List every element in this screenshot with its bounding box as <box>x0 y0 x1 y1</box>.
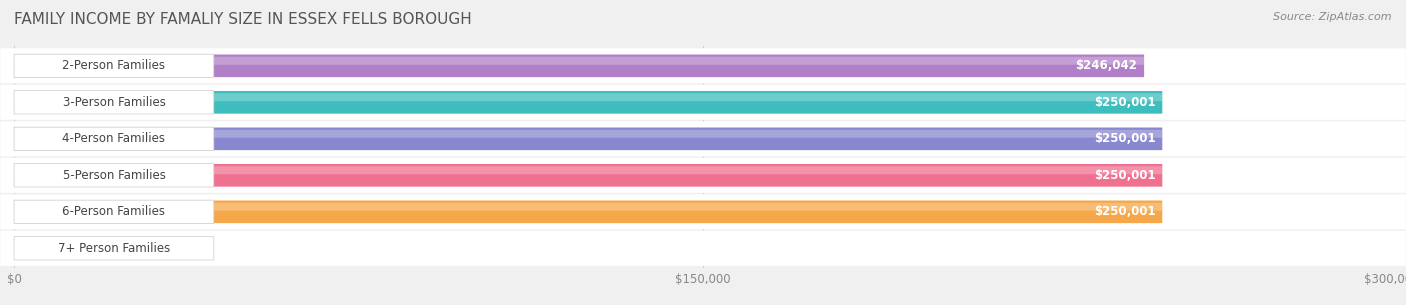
FancyBboxPatch shape <box>0 48 1406 83</box>
FancyBboxPatch shape <box>14 54 214 77</box>
Text: 6-Person Families: 6-Person Families <box>62 205 166 218</box>
Text: 4-Person Families: 4-Person Families <box>62 132 166 145</box>
Text: $250,001: $250,001 <box>1094 132 1156 145</box>
FancyBboxPatch shape <box>14 200 1163 223</box>
Text: FAMILY INCOME BY FAMALIY SIZE IN ESSEX FELLS BOROUGH: FAMILY INCOME BY FAMALIY SIZE IN ESSEX F… <box>14 12 472 27</box>
Text: $250,001: $250,001 <box>1094 169 1156 182</box>
FancyBboxPatch shape <box>14 127 1163 150</box>
Text: 7+ Person Families: 7+ Person Families <box>58 242 170 255</box>
FancyBboxPatch shape <box>14 55 1144 77</box>
FancyBboxPatch shape <box>14 91 214 114</box>
FancyBboxPatch shape <box>14 91 1163 114</box>
FancyBboxPatch shape <box>0 85 1406 120</box>
Text: $250,001: $250,001 <box>1094 96 1156 109</box>
FancyBboxPatch shape <box>14 93 1163 101</box>
FancyBboxPatch shape <box>14 164 214 187</box>
FancyBboxPatch shape <box>14 166 1163 174</box>
Text: Source: ZipAtlas.com: Source: ZipAtlas.com <box>1274 12 1392 22</box>
Text: $250,001: $250,001 <box>1094 205 1156 218</box>
FancyBboxPatch shape <box>14 130 1163 138</box>
FancyBboxPatch shape <box>0 194 1406 229</box>
FancyBboxPatch shape <box>14 237 39 260</box>
Text: $246,042: $246,042 <box>1076 59 1137 72</box>
Text: $0: $0 <box>48 242 65 255</box>
Text: 2-Person Families: 2-Person Families <box>62 59 166 72</box>
Text: 3-Person Families: 3-Person Families <box>62 96 166 109</box>
FancyBboxPatch shape <box>0 121 1406 156</box>
Text: 5-Person Families: 5-Person Families <box>62 169 166 182</box>
FancyBboxPatch shape <box>14 127 214 150</box>
FancyBboxPatch shape <box>14 200 214 224</box>
FancyBboxPatch shape <box>14 237 214 260</box>
FancyBboxPatch shape <box>14 203 1163 211</box>
FancyBboxPatch shape <box>0 231 1406 266</box>
FancyBboxPatch shape <box>0 158 1406 193</box>
FancyBboxPatch shape <box>14 164 1163 187</box>
FancyBboxPatch shape <box>14 57 1144 65</box>
